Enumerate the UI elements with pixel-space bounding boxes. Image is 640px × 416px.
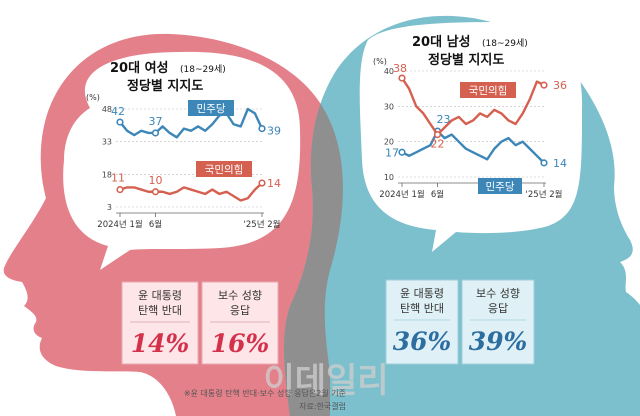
y-tick-label: 10 xyxy=(384,173,394,182)
male-stat-box-2: 보수 성향 응답 39% xyxy=(461,279,535,365)
female-line-chart: 48 33 18 3 2024년 1월 6월 '25년 2월 42 37 39 민주당 11 10 14 국… xyxy=(97,100,281,230)
data-label: 17 xyxy=(385,146,399,159)
male-chart-unit: (%) xyxy=(373,57,387,66)
male-chart-bubble xyxy=(359,22,583,252)
series-legend-tag xyxy=(188,100,234,116)
female-chart-title-range: (18~29세) xyxy=(180,64,226,75)
series-legend-label: 국민의힘 xyxy=(205,164,244,176)
female-chart-bubble xyxy=(63,51,301,270)
series-line-dpk xyxy=(400,129,546,165)
male-chart-title-range: (18~29세) xyxy=(482,38,528,49)
female-stat-2-value: 16% xyxy=(211,329,270,358)
series-legend-tag xyxy=(460,82,516,98)
male-stat-1-value: 36% xyxy=(393,327,452,356)
female-stat-1-label-line1: 윤 대통령 xyxy=(138,289,182,302)
female-chart-unit: (%) xyxy=(86,93,100,102)
data-label: 38 xyxy=(393,62,407,75)
footnote: ※윤 대통령 탄핵 반대·보수 성향 응답은2월 기준 xyxy=(184,388,346,398)
watermark-text: 이데일리 xyxy=(263,361,388,401)
data-label: 22 xyxy=(431,138,445,151)
x-tick-label: 2024년 1월 xyxy=(97,219,142,230)
female-stat-box-2: 보수 성향 응답 16% xyxy=(201,281,279,365)
data-label: 14 xyxy=(553,157,567,170)
data-label: 10 xyxy=(149,174,163,187)
male-stat-box-1: 윤 대통령 탄핵 반대 36% xyxy=(385,279,459,365)
y-tick-label: 18 xyxy=(102,170,112,179)
data-point xyxy=(151,129,160,137)
female-stat-1-label-line2: 탄핵 반대 xyxy=(138,304,182,317)
data-point xyxy=(540,159,548,167)
x-tick-label: 2024년 1월 xyxy=(379,189,424,200)
data-point xyxy=(116,118,124,126)
data-point xyxy=(398,74,406,82)
series-legend-label: 민주당 xyxy=(197,103,226,115)
data-label: 42 xyxy=(111,105,125,118)
x-tick-label: '25년 2월 xyxy=(244,219,281,230)
series-legend-label: 국민의힘 xyxy=(469,85,508,97)
female-chart-title: 20대 여성 xyxy=(110,60,169,76)
data-label: 11 xyxy=(111,172,125,185)
data-point xyxy=(433,131,442,139)
series-line-dpk xyxy=(118,107,264,139)
source-note: 자료:한국갤럽 xyxy=(299,401,346,411)
series-line-ppp xyxy=(118,181,264,202)
male-line-chart: 40 30 20 10 2024년 1월 6월 '25년 2월 17 23 14 민주당 38 22 36… xyxy=(379,62,567,200)
male-stat-2-value: 39% xyxy=(469,327,528,356)
x-tick-label: 6월 xyxy=(149,219,162,230)
male-stat-2-label-line1: 보수 성향 xyxy=(476,287,520,300)
male-chart-title: 20대 남성 xyxy=(412,34,471,50)
series-legend-tag xyxy=(196,161,252,177)
y-tick-label: 30 xyxy=(384,102,394,111)
data-point xyxy=(151,188,160,196)
series-line-ppp xyxy=(400,76,546,136)
male-stat-1-label-line2: 탄핵 반대 xyxy=(400,302,444,315)
female-stat-box-1: 윤 대통령 탄핵 반대 14% xyxy=(121,281,199,365)
data-point xyxy=(540,81,548,89)
data-label: 37 xyxy=(149,115,163,128)
y-tick-label: 20 xyxy=(384,138,394,147)
female-stat-1-value: 14% xyxy=(131,329,190,358)
male-stat-2-label-line2: 응답 xyxy=(488,302,508,315)
y-tick-label: 33 xyxy=(102,138,112,147)
data-label: 36 xyxy=(553,79,567,92)
series-legend-tag xyxy=(478,178,522,194)
series-legend-label: 민주당 xyxy=(486,181,515,193)
male-chart-subtitle: 정당별 지지도 xyxy=(428,52,504,68)
y-tick-label: 48 xyxy=(102,105,112,114)
x-tick-label: '25년 2월 xyxy=(526,189,563,200)
data-label: 39 xyxy=(267,125,281,138)
male-stat-1-label-line1: 윤 대통령 xyxy=(400,287,444,300)
y-tick-label: 40 xyxy=(384,67,394,76)
data-point xyxy=(116,185,124,194)
x-tick-label: 6월 xyxy=(431,189,444,200)
female-chart-subtitle: 정당별 지지도 xyxy=(127,78,203,94)
data-point xyxy=(398,148,406,156)
data-point xyxy=(258,125,266,133)
data-label: 23 xyxy=(437,113,451,126)
data-point xyxy=(258,179,266,187)
data-label: 14 xyxy=(267,177,281,190)
female-stat-2-label-line2: 응답 xyxy=(230,304,250,317)
y-tick-label: 3 xyxy=(107,203,112,212)
female-stat-2-label-line1: 보수 성향 xyxy=(218,289,262,302)
